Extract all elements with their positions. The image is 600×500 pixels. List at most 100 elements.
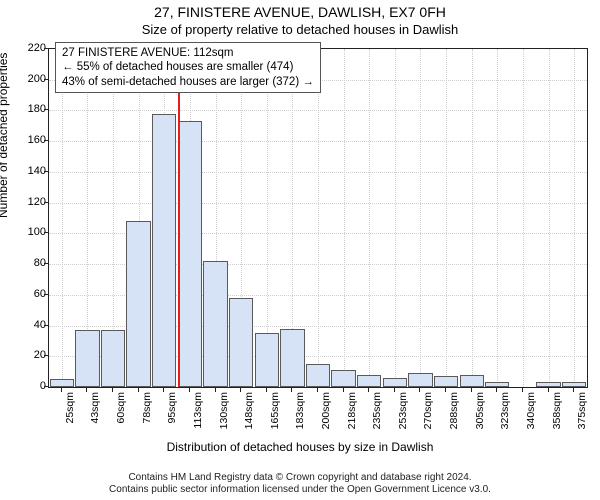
histogram-bar: [280, 329, 304, 387]
y-tick-mark: [44, 232, 48, 233]
x-tick-label: 113sqm: [192, 392, 204, 442]
chart-subtitle: Size of property relative to detached ho…: [0, 22, 600, 37]
histogram-bar: [255, 333, 279, 387]
x-tick-mark: [445, 388, 446, 392]
chart-title: 27, FINISTERE AVENUE, DAWLISH, EX7 0FH: [0, 4, 600, 20]
histogram-bar: [101, 330, 125, 387]
x-tick-mark: [573, 388, 574, 392]
histogram-bar: [178, 121, 202, 387]
x-tick-label: 78sqm: [141, 392, 153, 442]
x-tick-label: 25sqm: [64, 392, 76, 442]
x-tick-mark: [138, 388, 139, 392]
footer-line-1: Contains HM Land Registry data © Crown c…: [0, 472, 600, 484]
annotation-line-3: 43% of semi-detached houses are larger (…: [62, 75, 314, 89]
gridline-vertical: [574, 49, 575, 387]
histogram-bar: [306, 364, 330, 387]
footer-line-2: Contains public sector information licen…: [0, 484, 600, 496]
x-tick-label: 270sqm: [422, 392, 434, 442]
x-tick-mark: [548, 388, 549, 392]
histogram-bar: [383, 378, 407, 387]
x-tick-mark: [343, 388, 344, 392]
x-tick-mark: [240, 388, 241, 392]
y-tick-mark: [44, 202, 48, 203]
property-marker-line: [178, 49, 180, 387]
histogram-bar: [562, 382, 586, 387]
histogram-bar: [331, 370, 355, 387]
gridline-vertical: [497, 49, 498, 387]
y-tick-mark: [44, 140, 48, 141]
y-tick-label: 100: [10, 226, 46, 238]
histogram-bar: [229, 298, 253, 387]
y-tick-label: 140: [10, 165, 46, 177]
histogram-bar: [75, 330, 99, 387]
histogram-bar: [126, 221, 150, 387]
y-tick-mark: [44, 79, 48, 80]
x-tick-mark: [496, 388, 497, 392]
x-tick-mark: [189, 388, 190, 392]
x-tick-label: 288sqm: [448, 392, 460, 442]
histogram-bar: [536, 382, 560, 387]
y-tick-label: 20: [10, 349, 46, 361]
y-tick-label: 200: [10, 73, 46, 85]
x-tick-label: 183sqm: [294, 392, 306, 442]
x-tick-mark: [61, 388, 62, 392]
x-tick-label: 375sqm: [576, 392, 588, 442]
histogram-bar: [460, 375, 484, 387]
x-tick-label: 340sqm: [525, 392, 537, 442]
y-tick-label: 40: [10, 319, 46, 331]
x-tick-mark: [112, 388, 113, 392]
x-tick-mark: [163, 388, 164, 392]
gridline-vertical: [420, 49, 421, 387]
x-tick-label: 130sqm: [218, 392, 230, 442]
y-tick-label: 80: [10, 257, 46, 269]
gridline-vertical: [369, 49, 370, 387]
gridline-vertical: [344, 49, 345, 387]
x-axis-label: Distribution of detached houses by size …: [0, 440, 600, 454]
histogram-bar: [152, 114, 176, 387]
y-tick-label: 160: [10, 134, 46, 146]
x-tick-mark: [291, 388, 292, 392]
histogram-bar: [485, 382, 509, 387]
x-tick-label: 305sqm: [474, 392, 486, 442]
annotation-line-2: ← 55% of detached houses are smaller (47…: [62, 60, 314, 74]
y-tick-label: 120: [10, 196, 46, 208]
y-tick-label: 180: [10, 103, 46, 115]
y-tick-mark: [44, 263, 48, 264]
y-tick-mark: [44, 294, 48, 295]
y-tick-mark: [44, 109, 48, 110]
y-tick-mark: [44, 355, 48, 356]
x-tick-label: 358sqm: [551, 392, 563, 442]
x-tick-label: 200sqm: [320, 392, 332, 442]
x-tick-label: 43sqm: [89, 392, 101, 442]
y-tick-mark: [44, 171, 48, 172]
x-tick-mark: [522, 388, 523, 392]
x-tick-label: 218sqm: [346, 392, 358, 442]
y-axis-label: Number of detached properties: [0, 53, 10, 218]
x-tick-label: 95sqm: [166, 392, 178, 442]
gridline-vertical: [318, 49, 319, 387]
x-tick-mark: [317, 388, 318, 392]
y-tick-mark: [44, 48, 48, 49]
annotation-line-1: 27 FINISTERE AVENUE: 112sqm: [62, 46, 314, 60]
gridline-vertical: [523, 49, 524, 387]
x-tick-mark: [471, 388, 472, 392]
x-tick-label: 165sqm: [269, 392, 281, 442]
x-tick-label: 235sqm: [371, 392, 383, 442]
x-tick-mark: [266, 388, 267, 392]
y-tick-mark: [44, 325, 48, 326]
gridline-vertical: [472, 49, 473, 387]
x-tick-mark: [215, 388, 216, 392]
gridline-vertical: [446, 49, 447, 387]
x-tick-label: 323sqm: [499, 392, 511, 442]
x-tick-label: 253sqm: [397, 392, 409, 442]
footer-attribution: Contains HM Land Registry data © Crown c…: [0, 472, 600, 496]
x-tick-label: 60sqm: [115, 392, 127, 442]
histogram-bar: [357, 375, 381, 387]
histogram-bar: [408, 373, 432, 387]
y-tick-label: 0: [10, 380, 46, 392]
x-tick-mark: [394, 388, 395, 392]
gridline-vertical: [549, 49, 550, 387]
histogram-bar: [203, 261, 227, 387]
y-tick-label: 220: [10, 42, 46, 54]
y-tick-label: 60: [10, 288, 46, 300]
